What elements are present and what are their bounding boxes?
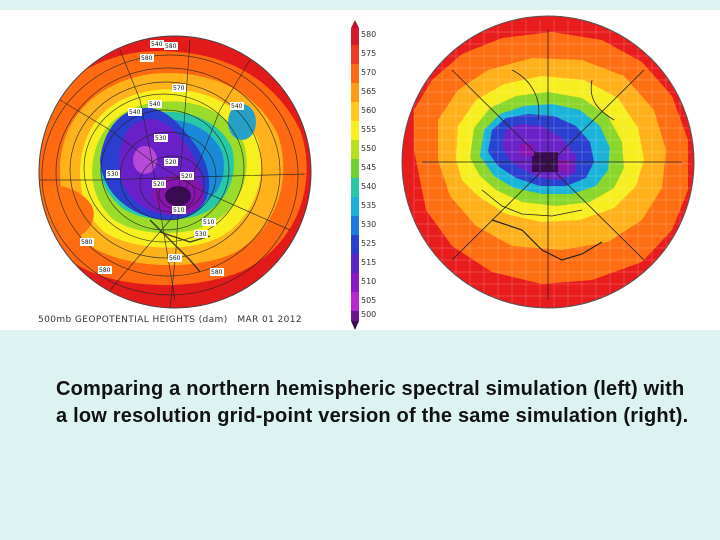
contour-label: 580 <box>141 55 153 62</box>
contour-label: 540 <box>149 101 161 108</box>
colorbar-label: 570 <box>361 68 377 77</box>
colorbar-label: 535 <box>361 201 377 210</box>
colorbar-label: 505 <box>361 296 377 305</box>
contour-label: 570 <box>173 85 185 92</box>
colorbar <box>351 20 359 330</box>
colorbar-label: 540 <box>361 182 377 191</box>
colorbar-label: 550 <box>361 144 377 153</box>
colorbar-label: 565 <box>361 87 377 96</box>
colorbar-label: 510 <box>361 277 377 286</box>
simulation-comparison-figure: 580 580 580 580 580 570 540 540 530 520 … <box>0 10 720 330</box>
contour-label: 510 <box>203 219 215 226</box>
contour-label: 530 <box>107 171 119 178</box>
contour-label: 580 <box>211 269 223 276</box>
contour-label: 540 <box>151 41 163 48</box>
gridpoint-map-graphic <box>401 15 695 309</box>
contour-label: 530 <box>195 231 207 238</box>
colorbar-label: 555 <box>361 125 377 134</box>
contour-label: 530 <box>155 135 167 142</box>
colorbar-label: 525 <box>361 239 377 248</box>
contour-label: 520 <box>165 159 177 166</box>
gridpoint-simulation-map <box>392 10 720 330</box>
colorbar-label: 545 <box>361 163 377 172</box>
colorbar-label: 515 <box>361 258 377 267</box>
contour-label: 540 <box>231 103 243 110</box>
figure-caption: Comparing a northern hemispheric spectra… <box>56 378 689 427</box>
contour-label: 580 <box>81 239 93 246</box>
colorbar-label: 500 <box>361 310 377 319</box>
contour-label: 580 <box>165 43 177 50</box>
spectral-simulation-map: 580 580 580 580 580 570 540 540 530 520 … <box>0 10 392 330</box>
spectral-map-graphic: 580 580 580 580 580 570 540 540 530 520 … <box>38 35 312 309</box>
contour-label: 510 <box>173 207 185 214</box>
colorbar-label: 575 <box>361 49 377 58</box>
contour-label: 520 <box>181 173 193 180</box>
contour-label: 580 <box>99 267 111 274</box>
map-caption: 500mb GEOPOTENTIAL HEIGHTS (dam) MAR 01 … <box>38 315 303 325</box>
contour-label: 560 <box>169 255 181 262</box>
colorbar-label: 580 <box>361 30 377 39</box>
contour-label: 540 <box>129 109 141 116</box>
colorbar-label: 560 <box>361 106 377 115</box>
contour-label: 520 <box>153 181 165 188</box>
colorbar-label: 530 <box>361 220 377 229</box>
